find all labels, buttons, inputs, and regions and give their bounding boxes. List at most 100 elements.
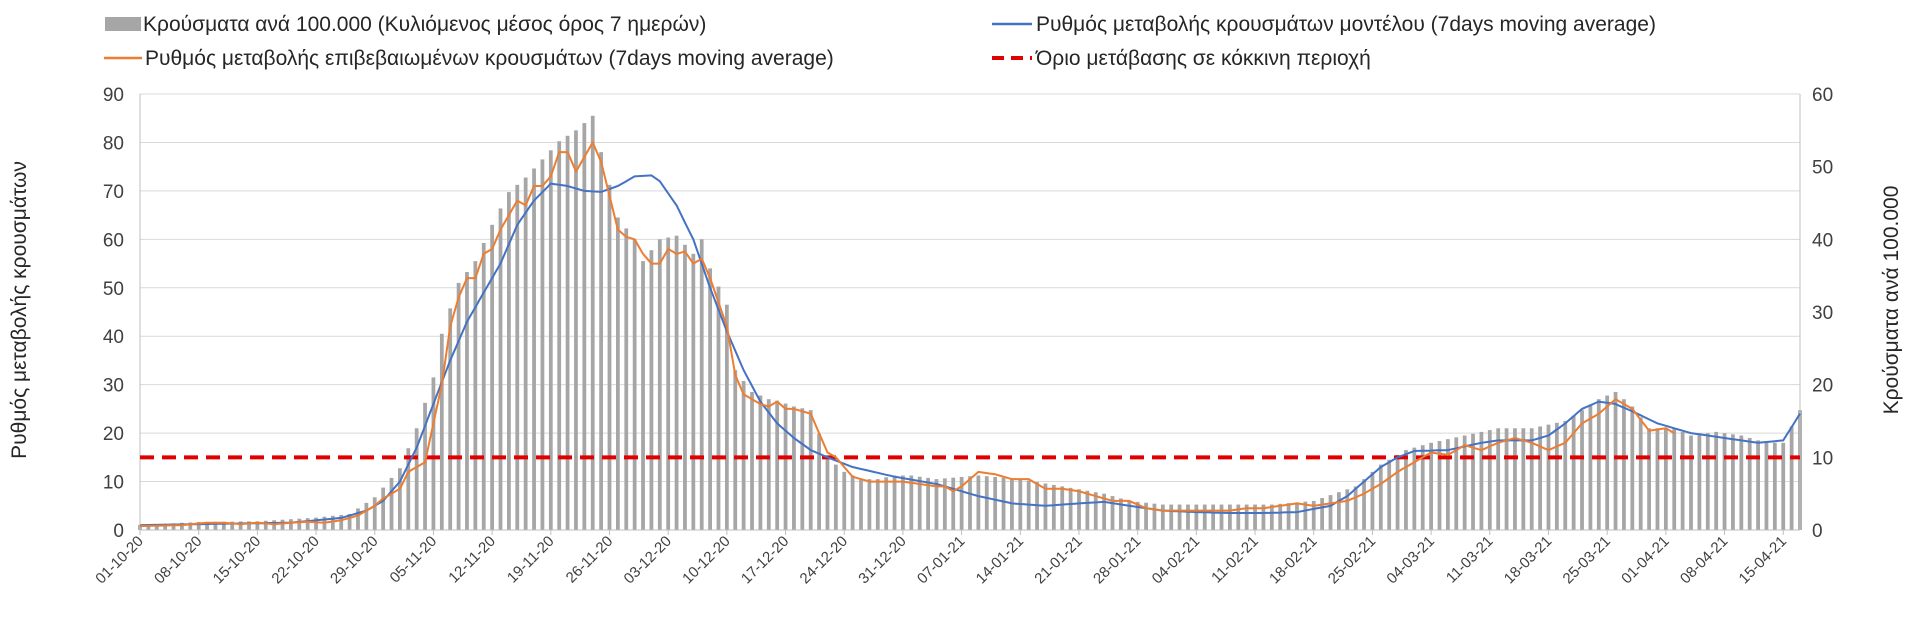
legend-bars-swatch	[105, 17, 141, 31]
left-tick-label: 0	[113, 521, 124, 542]
bar	[1269, 504, 1274, 530]
left-tick-label: 20	[103, 424, 124, 445]
bar	[1630, 406, 1635, 530]
bar	[875, 479, 880, 530]
bar	[1471, 433, 1475, 530]
bar	[364, 502, 369, 530]
bar	[1412, 447, 1417, 530]
bar	[1127, 500, 1132, 530]
bar	[750, 391, 754, 530]
bar	[1714, 431, 1719, 530]
bar	[909, 475, 914, 530]
bar	[431, 377, 436, 530]
x-tick-label: 18-03-21	[1501, 533, 1555, 587]
bar	[213, 521, 218, 530]
bar	[297, 518, 302, 530]
bar	[1060, 486, 1065, 530]
bar	[1102, 493, 1107, 530]
bar	[356, 508, 360, 530]
bar	[1387, 459, 1392, 530]
x-tick-label: 04-03-21	[1383, 533, 1437, 587]
legend: Κρούσματα ανά 100.000 (Κυλιόμενος μέσος …	[104, 13, 1656, 70]
bar	[255, 521, 260, 530]
bar	[1588, 404, 1593, 530]
bar	[649, 250, 654, 530]
left-tick-label: 60	[103, 230, 124, 251]
bar	[557, 141, 562, 530]
x-tick-label: 28-01-21	[1090, 533, 1144, 587]
bar	[624, 228, 629, 530]
bar	[1504, 428, 1509, 530]
bar	[1278, 503, 1283, 530]
bar	[481, 242, 486, 530]
bar	[372, 497, 377, 530]
bar	[1596, 399, 1601, 530]
bar	[901, 475, 905, 530]
bar	[398, 468, 402, 530]
bar	[632, 239, 637, 531]
bar	[507, 192, 511, 530]
bar	[1253, 504, 1257, 530]
bar	[1454, 437, 1459, 530]
bar	[221, 521, 226, 530]
bar	[892, 475, 897, 530]
bar	[976, 475, 981, 530]
bar	[1378, 464, 1383, 530]
bar	[917, 476, 922, 530]
bar	[1211, 504, 1216, 530]
bar	[1521, 428, 1526, 530]
bar	[314, 517, 318, 530]
bar	[305, 518, 310, 530]
bar	[146, 524, 151, 530]
bar	[540, 159, 545, 530]
bar	[1496, 428, 1501, 530]
bar	[473, 261, 478, 530]
bar	[1563, 421, 1568, 530]
bar	[859, 479, 863, 530]
x-tick-label: 03-12-20	[621, 533, 675, 587]
bar	[490, 224, 495, 531]
bar	[833, 464, 838, 530]
bar	[330, 515, 335, 530]
bar	[180, 522, 184, 530]
bar	[154, 524, 159, 530]
bars	[138, 115, 1802, 531]
bar	[1462, 435, 1467, 530]
bar	[1186, 504, 1190, 530]
bar	[783, 403, 788, 530]
bar	[1404, 450, 1408, 530]
bar	[406, 448, 411, 530]
bar	[1781, 442, 1786, 530]
bar	[523, 177, 528, 531]
x-tick-label: 22-10-20	[268, 533, 322, 587]
bar	[1320, 498, 1325, 530]
x-tick-label: 07-01-21	[914, 533, 968, 587]
bar	[934, 479, 939, 530]
bar	[817, 433, 821, 530]
bar	[1731, 434, 1735, 530]
bar	[1722, 433, 1727, 530]
axes	[139, 94, 1801, 535]
bar	[968, 476, 972, 530]
bar	[1655, 428, 1660, 530]
x-tick-label: 29-10-20	[327, 533, 381, 587]
bar	[456, 282, 461, 530]
bar	[1663, 428, 1668, 530]
bar	[942, 478, 947, 530]
bar	[1479, 431, 1484, 530]
bar	[1513, 428, 1517, 530]
bar	[1353, 486, 1358, 530]
bar	[1756, 440, 1760, 530]
bar	[1194, 504, 1199, 530]
bar	[347, 514, 352, 530]
bar	[1689, 435, 1693, 530]
legend-model-label: Ρυθμός μεταβολής κρουσμάτων μοντέλου (7d…	[1036, 13, 1656, 36]
left-tick-label: 30	[103, 376, 124, 397]
bar	[800, 408, 805, 530]
bar	[1445, 439, 1450, 530]
bar	[1370, 471, 1375, 530]
bar	[196, 522, 201, 530]
x-tick-label: 18-02-21	[1266, 533, 1320, 587]
bar	[238, 521, 243, 530]
legend-threshold-label: Όριο μετάβασης σε κόκκινη περιοχή	[1035, 47, 1371, 70]
